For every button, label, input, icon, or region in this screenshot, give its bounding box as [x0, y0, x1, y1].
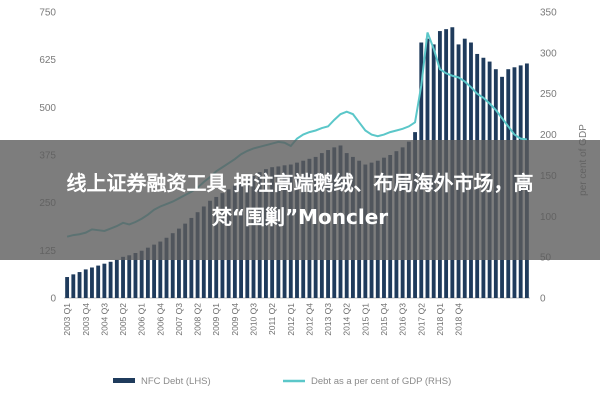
right-tick-label: 350 [540, 8, 557, 19]
bar [177, 228, 181, 298]
bar [90, 267, 94, 298]
bar [152, 244, 157, 298]
x-tick-label: 2004 Q3 [99, 303, 109, 336]
x-tick-label: 2009 Q1 [211, 303, 221, 336]
x-tick-label: 2013 Q3 [323, 303, 333, 336]
x-tick-label: 2012 Q1 [286, 303, 296, 336]
right-tick-label: 300 [540, 48, 557, 59]
left-tick-label: 500 [39, 103, 56, 114]
x-tick-label: 2016 Q3 [398, 303, 408, 336]
x-tick-label: 2005 Q2 [118, 303, 128, 336]
bar [77, 272, 82, 298]
x-tick-label: 2015 Q1 [360, 303, 370, 336]
x-tick-label: 2006 Q1 [137, 303, 147, 336]
bar [164, 237, 169, 298]
bar [114, 259, 119, 298]
bar [71, 274, 76, 298]
x-tick-label: 2008 Q2 [193, 303, 203, 336]
bar [96, 265, 101, 298]
x-tick-label: 2006 Q4 [155, 303, 165, 336]
x-tick-label: 2018 Q4 [454, 303, 464, 336]
legend-bar-label: NFC Debt (LHS) [141, 376, 211, 387]
x-tick-label: 2009 Q4 [230, 303, 240, 336]
title-overlay-banner: 线上证券融资工具 押注高端鹅绒、布局海外市场，高 梵“围剿”Moncler [0, 140, 600, 260]
legend-bar-swatch [113, 378, 135, 383]
right-tick-label: 250 [540, 89, 557, 100]
right-tick-label: 0 [540, 294, 546, 305]
left-tick-label: 625 [39, 55, 56, 66]
x-tick-label: 2014 Q2 [342, 303, 352, 336]
x-tick-label: 2010 Q3 [249, 303, 259, 336]
bar [170, 233, 175, 298]
x-tick-label: 2011 Q2 [267, 303, 277, 335]
right-tick-label: 200 [540, 130, 557, 141]
x-tick-label: 2003 Q4 [81, 303, 91, 336]
bar [102, 263, 107, 298]
bar [145, 247, 150, 298]
bar [83, 269, 88, 298]
bar [65, 277, 70, 298]
legend: NFC Debt (LHS) Debt as a per cent of GDP… [113, 376, 451, 387]
left-tick-label: 750 [39, 8, 56, 19]
x-axis-ticks: 2003 Q1 2003 Q4 2004 Q3 2005 Q2 2006 Q1 2006 … [62, 303, 463, 336]
x-tick-label: 2017 Q2 [416, 303, 426, 336]
bar [133, 253, 138, 298]
bar [183, 223, 188, 298]
bar [158, 241, 163, 298]
overlay-title-line-2: 梵“围剿”Moncler [211, 205, 389, 229]
legend-line-label: Debt as a per cent of GDP (RHS) [311, 376, 451, 387]
x-tick-label: 2003 Q1 [62, 303, 72, 336]
x-tick-label: 2007 Q3 [174, 303, 184, 336]
x-tick-label: 2015 Q4 [379, 303, 389, 336]
x-tick-label: 2018 Q1 [435, 303, 445, 336]
bar [121, 256, 125, 298]
bar [127, 255, 132, 298]
left-tick-label: 0 [50, 294, 56, 305]
bar [108, 261, 113, 298]
bar [139, 250, 144, 298]
overlay-title-line-1: 线上证券融资工具 押注高端鹅绒、布局海外市场，高 [66, 171, 534, 195]
x-tick-label: 2012 Q4 [304, 303, 314, 336]
